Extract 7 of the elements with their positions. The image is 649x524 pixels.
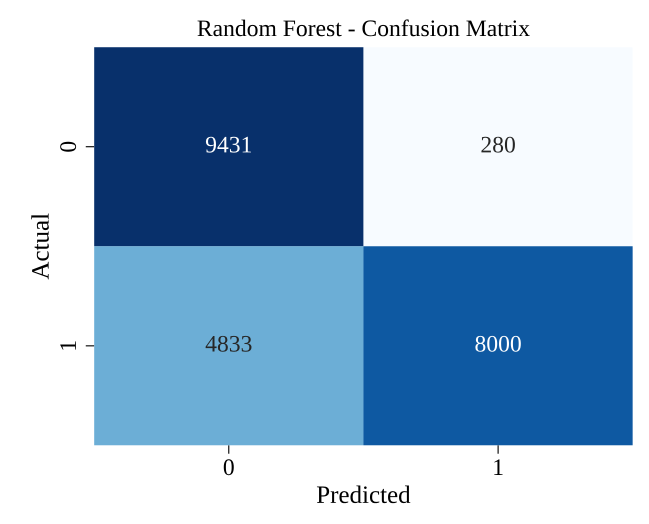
data-label: 9431 — [206, 136, 251, 153]
chart-title: Random Forest - Confusion Matrix — [198, 19, 530, 36]
data-label: 280 — [481, 136, 515, 153]
data-label: 8000 — [475, 336, 521, 352]
data-label: 4833 — [206, 336, 252, 352]
x-axis-title: Predicted — [316, 486, 410, 504]
y-axis-title: Actual — [31, 213, 49, 280]
